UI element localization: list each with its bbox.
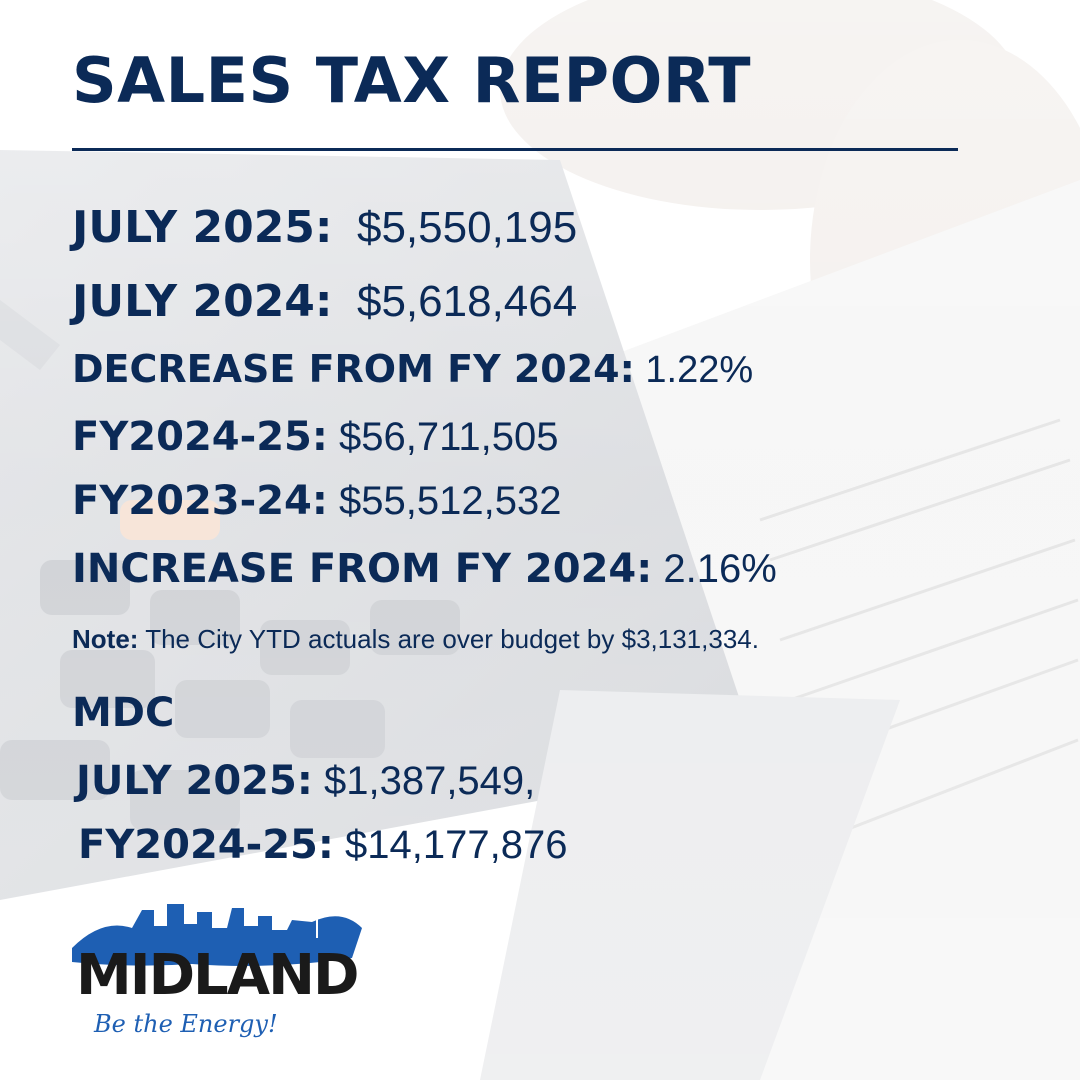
stat-value: $1,387,549, [323, 759, 536, 803]
stat-label: FY2024-25: [78, 822, 334, 868]
stat-value: $5,550,195 [356, 203, 578, 252]
stat-row-july-2025: JULY 2025: $5,550,195 [72, 202, 577, 253]
title-divider [72, 148, 958, 151]
stat-row-decrease: DECREASE FROM FY 2024: 1.22% [72, 347, 753, 392]
logo-wordmark: MIDLAND [76, 943, 359, 1008]
midland-logo: MIDLAND Be the Energy! [72, 898, 372, 1048]
stat-label: JULY 2025: [76, 758, 313, 804]
stat-label: JULY 2025: [72, 202, 333, 253]
logo-tagline: Be the Energy! [94, 1010, 278, 1038]
stat-value: $55,512,532 [339, 479, 562, 523]
stat-value: 2.16% [663, 547, 777, 591]
stat-label: JULY 2024: [72, 276, 333, 327]
mdc-row-july-2025: JULY 2025: $1,387,549, [76, 758, 535, 804]
mdc-row-fy2024-25: FY2024-25: $14,177,876 [78, 822, 567, 868]
stat-row-increase: INCREASE FROM FY 2024: 2.16% [72, 546, 777, 592]
stat-row-fy2024-25: FY2024-25: $56,711,505 [72, 414, 559, 460]
stat-label: DECREASE FROM FY 2024: [72, 347, 635, 391]
note-text: The City YTD actuals are over budget by … [145, 624, 759, 654]
skyline-icon [72, 902, 362, 966]
stat-label: INCREASE FROM FY 2024: [72, 546, 653, 592]
mdc-heading: MDC [72, 690, 175, 736]
stat-value: $14,177,876 [345, 823, 568, 867]
stat-value: 1.22% [645, 349, 754, 391]
stat-value: $5,618,464 [356, 277, 578, 326]
note-label: Note: [72, 624, 139, 654]
page-title: SALES TAX REPORT [72, 44, 752, 117]
stat-row-july-2024: JULY 2024: $5,618,464 [72, 276, 577, 327]
stat-value: $56,711,505 [339, 415, 559, 459]
stat-label: FY2023-24: [72, 478, 328, 524]
stat-label: FY2024-25: [72, 414, 328, 460]
stat-row-fy2023-24: FY2023-24: $55,512,532 [72, 478, 561, 524]
budget-note: Note: The City YTD actuals are over budg… [72, 624, 759, 655]
